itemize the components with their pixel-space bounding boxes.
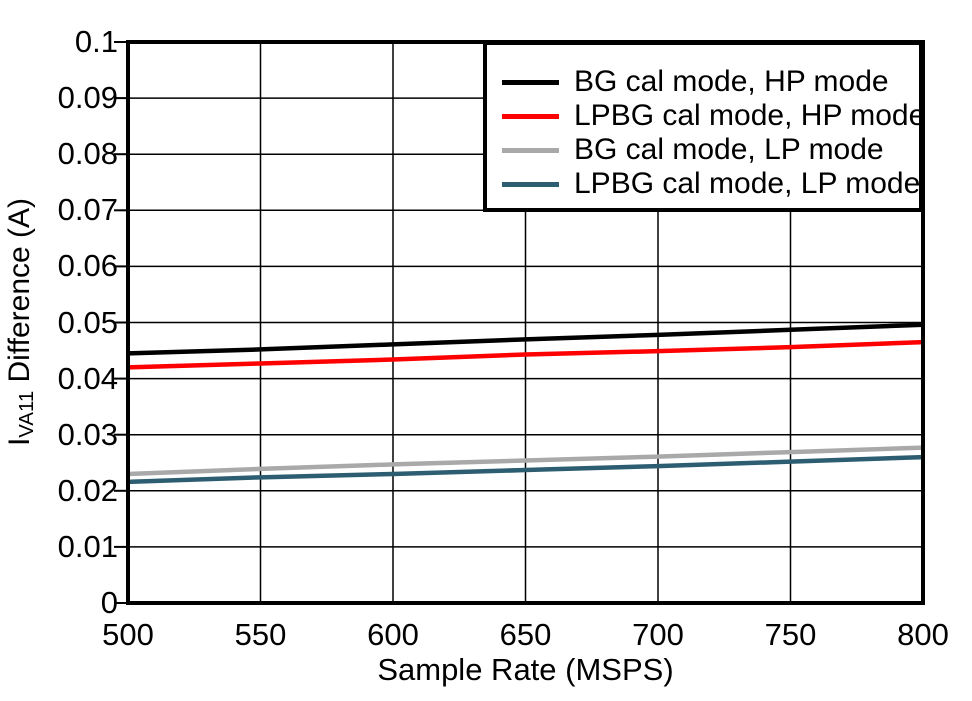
legend-label: LPBG cal mode, HP mode: [574, 99, 926, 132]
y-tick-label: 0.07: [57, 192, 118, 228]
y-tick-label: 0.06: [57, 248, 118, 284]
legend-row: BG cal mode, LP mode: [487, 133, 919, 167]
x-tick-label: 600: [367, 617, 419, 652]
y-axis-title: IVA11 Difference (A): [0, 22, 40, 622]
y-axis-title-subscript: VA11: [15, 390, 38, 438]
y-tick-label: 0.03: [57, 416, 118, 452]
legend-row: BG cal mode, HP mode: [487, 65, 919, 99]
y-axis-title-prefix: I: [3, 437, 36, 447]
series-line: [127, 339, 924, 370]
y-tick-label: 0.08: [57, 136, 118, 172]
legend-label: LPBG cal mode, LP mode: [574, 167, 921, 200]
legend: BG cal mode, HP mode LPBG cal mode, HP mo…: [483, 41, 925, 212]
y-tick-label: 0.05: [57, 304, 118, 340]
legend-label: BG cal mode, LP mode: [574, 133, 884, 166]
legend-label: BG cal mode, HP mode: [574, 65, 889, 98]
x-axis-title: Sample Rate (MSPS): [377, 652, 674, 687]
legend-line-swatch: [502, 147, 559, 153]
legend-row: LPBG cal mode, LP mode: [487, 167, 921, 201]
x-tick-label: 700: [632, 617, 684, 652]
x-tick-label: 650: [499, 617, 552, 652]
x-tick-label: 500: [102, 617, 154, 652]
y-tick-label: 0.01: [57, 528, 118, 564]
y-tick-label: 0.02: [57, 472, 118, 508]
x-tick-label: 550: [234, 617, 287, 652]
series-line: [127, 454, 924, 485]
legend-line-swatch: [502, 181, 559, 187]
y-tick-label: 0: [100, 585, 118, 620]
x-tick-label: 800: [897, 617, 949, 652]
series-line: [127, 445, 924, 477]
series-line: [127, 322, 924, 356]
y-axis-title-rest: Difference (A): [3, 197, 36, 391]
legend-row: LPBG cal mode, HP mode: [487, 99, 925, 133]
y-tick-label: 0.1: [74, 24, 118, 59]
y-tick-label: 0.04: [57, 360, 118, 396]
legend-line-swatch: [502, 113, 559, 119]
x-tick-label: 750: [764, 617, 817, 652]
y-tick-label: 0.09: [57, 80, 118, 116]
legend-line-swatch: [502, 79, 559, 85]
